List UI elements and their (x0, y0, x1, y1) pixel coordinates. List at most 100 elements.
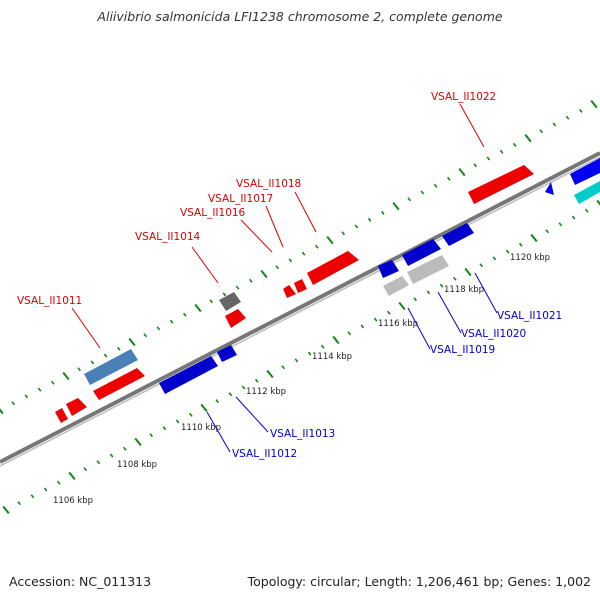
gene-arrow[interactable] (219, 292, 241, 311)
gene-arrow[interactable] (402, 239, 441, 266)
tick-mark (43, 487, 48, 492)
tick-mark (77, 367, 82, 372)
kbp-label-1118: 1118 kbp (444, 285, 484, 295)
tick-mark (37, 387, 42, 392)
tick-mark (426, 290, 431, 295)
tick-mark (486, 156, 491, 161)
gene-arrow[interactable] (55, 408, 68, 423)
gene-arrow[interactable] (574, 181, 600, 204)
gene-arrow[interactable] (570, 158, 600, 185)
tick-mark (188, 412, 193, 417)
tick-mark (473, 163, 478, 168)
tick-mark (68, 471, 76, 481)
tick-mark (50, 380, 55, 385)
gene-arrow[interactable] (378, 260, 399, 278)
tick-mark (539, 129, 544, 134)
gene-arrow[interactable] (217, 345, 237, 362)
gene-label-vsal-ii1019: VSAL_II1019 (430, 344, 495, 356)
tick-mark (228, 392, 233, 397)
tick-mark (116, 346, 121, 351)
tick-mark (90, 360, 95, 365)
tick-mark (248, 278, 253, 283)
tick-mark (0, 408, 4, 415)
tick-mark (128, 337, 136, 347)
gene-arrow[interactable] (545, 182, 554, 195)
gene-label-vsal-ii1011: VSAL_II1011 (17, 295, 82, 307)
tick-mark (505, 249, 510, 254)
gene-arrow[interactable] (407, 255, 449, 284)
kbp-label-1120: 1120 kbp (510, 253, 550, 263)
gene-arrow[interactable] (294, 279, 307, 293)
gene-label-vsal-ii1013: VSAL_II1013 (270, 428, 335, 440)
tick-mark (143, 333, 148, 338)
tick-mark (266, 369, 274, 379)
gene-arrow[interactable] (93, 368, 145, 400)
tick-mark (260, 269, 268, 279)
gene-label-vsal-ii1022: VSAL_II1022 (431, 91, 496, 103)
gene-label-vsal-ii1012: VSAL_II1012 (232, 448, 297, 460)
tick-mark (122, 446, 127, 451)
gene-label-vsal-ii1016: VSAL_II1016 (180, 207, 246, 219)
kbp-label-1116: 1116 kbp (378, 319, 418, 329)
tick-mark (209, 299, 214, 304)
tick-mark (175, 419, 180, 424)
tick-row-bottom (2, 199, 600, 515)
tick-mark (596, 199, 600, 206)
tick-mark (354, 224, 359, 229)
accession-text: Accession: NC_011313 (9, 574, 152, 589)
tick-mark (56, 480, 61, 485)
tick-mark (2, 505, 10, 515)
tick-mark (518, 242, 523, 247)
gene-arrow[interactable] (383, 276, 409, 296)
tick-mark (11, 401, 16, 406)
genome-summary-text: Topology: circular; Length: 1,206,461 bp… (247, 574, 591, 589)
gene-arrow[interactable] (468, 165, 534, 204)
tick-mark (83, 467, 88, 472)
tick-mark (373, 317, 378, 322)
tick-mark (215, 399, 220, 404)
map-title: Aliivibrio salmonicida LFI1238 chromosom… (97, 9, 503, 24)
tick-mark (439, 283, 444, 288)
tick-mark (288, 258, 293, 263)
gene-arrow[interactable] (66, 398, 87, 416)
tick-mark (545, 229, 550, 234)
tick-mark (413, 297, 418, 302)
gene-arrow[interactable] (283, 285, 296, 298)
gene-arrow[interactable] (307, 251, 359, 285)
tick-mark (281, 365, 286, 370)
tick-mark (156, 326, 161, 331)
tick-mark (584, 208, 589, 213)
tick-mark (407, 197, 412, 202)
tick-mark (62, 371, 70, 381)
tick-mark (103, 353, 108, 358)
gene-arrow[interactable] (84, 349, 138, 385)
tick-mark (492, 256, 497, 261)
tick-mark (320, 344, 325, 349)
tick-mark (392, 201, 400, 211)
tick-mark (162, 426, 167, 431)
tick-mark (241, 385, 246, 390)
kbp-label-1108: 1108 kbp (117, 460, 157, 470)
gene-arrow[interactable] (159, 356, 218, 394)
tick-mark (398, 301, 406, 311)
gene-arrow[interactable] (442, 223, 474, 246)
tick-mark (332, 335, 340, 345)
tick-mark (275, 265, 280, 270)
tick-mark (347, 331, 352, 336)
tick-mark (301, 251, 306, 256)
tick-mark (552, 122, 557, 127)
tick-mark (30, 494, 35, 499)
tick-mark (109, 453, 114, 458)
tick-mark (194, 303, 202, 313)
tick-mark (479, 263, 484, 268)
gene-label-vsal-ii1021: VSAL_II1021 (497, 310, 562, 322)
tick-mark (17, 501, 22, 506)
gene-label-vsal-ii1020: VSAL_II1020 (461, 328, 526, 340)
tick-mark (590, 99, 598, 109)
gene-arrow[interactable] (225, 309, 246, 328)
gene-label-vsal-ii1017: VSAL_II1017 (208, 193, 273, 205)
tick-mark (134, 437, 142, 447)
tick-mark (420, 190, 425, 195)
tick-mark (222, 292, 227, 297)
